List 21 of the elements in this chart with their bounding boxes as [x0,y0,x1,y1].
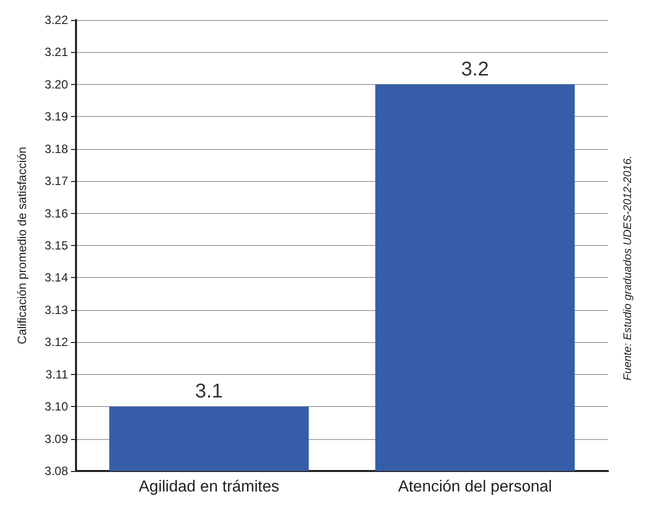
y-tick-label: 3.21 [44,45,68,60]
y-tick-label: 3.13 [44,302,68,317]
y-tick-label: 3.14 [44,270,68,285]
y-tick-label: 3.19 [44,110,68,124]
y-tick-label: 3.12 [44,335,68,350]
y-axis-title: Calificación promedio de satisfacción [15,146,29,344]
data-label: 3.1 [195,380,223,403]
y-tick-label: 3.20 [44,77,68,92]
y-tick-label: 3.15 [44,238,68,252]
y-tick-label: 3.17 [44,174,68,188]
y-tick-label: 3.22 [44,13,68,27]
y-tick-label: 3.10 [44,400,68,414]
y-tick-label: 3.11 [46,367,68,382]
y-tick-label: 3.08 [44,464,68,478]
y-tick-label: 3.09 [44,432,68,446]
x-tick-label: Atención del personal [398,478,552,496]
data-label: 3.2 [461,58,489,80]
y-tick-label: 3.18 [44,142,68,156]
x-tick-label: Agilidad en trámites [138,478,280,496]
y-tick-label: 3.16 [44,206,68,220]
source-note: Fuente: Estudio graduados UDES-2012-2016. [622,155,634,381]
